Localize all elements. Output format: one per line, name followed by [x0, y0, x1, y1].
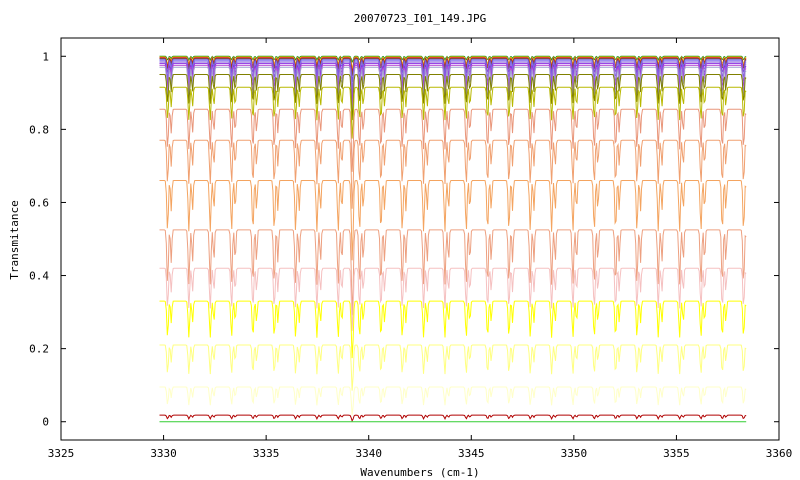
- series-line: [159, 74, 747, 121]
- x-tick-label: 3355: [663, 447, 690, 460]
- series-lines: [159, 55, 747, 423]
- plot-frame: [60, 37, 780, 441]
- y-tick-label: 0.4: [29, 270, 49, 283]
- x-axis-label: Wavenumbers (cm-1): [360, 466, 479, 479]
- x-tick-label: 3350: [561, 447, 588, 460]
- x-tick-label: 3325: [48, 447, 75, 460]
- y-tick-label: 0.2: [29, 343, 49, 356]
- series-line: [159, 108, 747, 172]
- series-line: [159, 267, 747, 331]
- series-line: [159, 414, 747, 423]
- chart-title: 20070723_I01_149.JPG: [354, 12, 486, 25]
- series-line: [159, 86, 747, 139]
- x-tick-label: 3335: [253, 447, 280, 460]
- series-line: [159, 229, 747, 316]
- series-line: [159, 66, 747, 119]
- series-line: [159, 300, 747, 359]
- series-line: [159, 179, 747, 261]
- x-tick-label: 3340: [355, 447, 382, 460]
- series-line: [159, 344, 747, 391]
- series-line: [159, 55, 747, 64]
- y-tick-label: 0.8: [29, 123, 49, 136]
- y-tick-label: 0.6: [29, 196, 49, 209]
- x-tick-label: 3345: [458, 447, 485, 460]
- y-axis-label: Transmitance: [8, 200, 21, 279]
- x-axis: 3325 3330 3335 3340 3345 3350 3355 3360: [48, 38, 793, 460]
- series-line: [159, 139, 747, 209]
- y-tick-label: 0: [42, 416, 49, 429]
- x-tick-label: 3360: [766, 447, 793, 460]
- series-line: [159, 386, 747, 416]
- y-tick-label: 1: [42, 50, 49, 63]
- y-axis: 0 0.2 0.4 0.6 0.8 1: [29, 50, 779, 429]
- x-tick-label: 3330: [150, 447, 177, 460]
